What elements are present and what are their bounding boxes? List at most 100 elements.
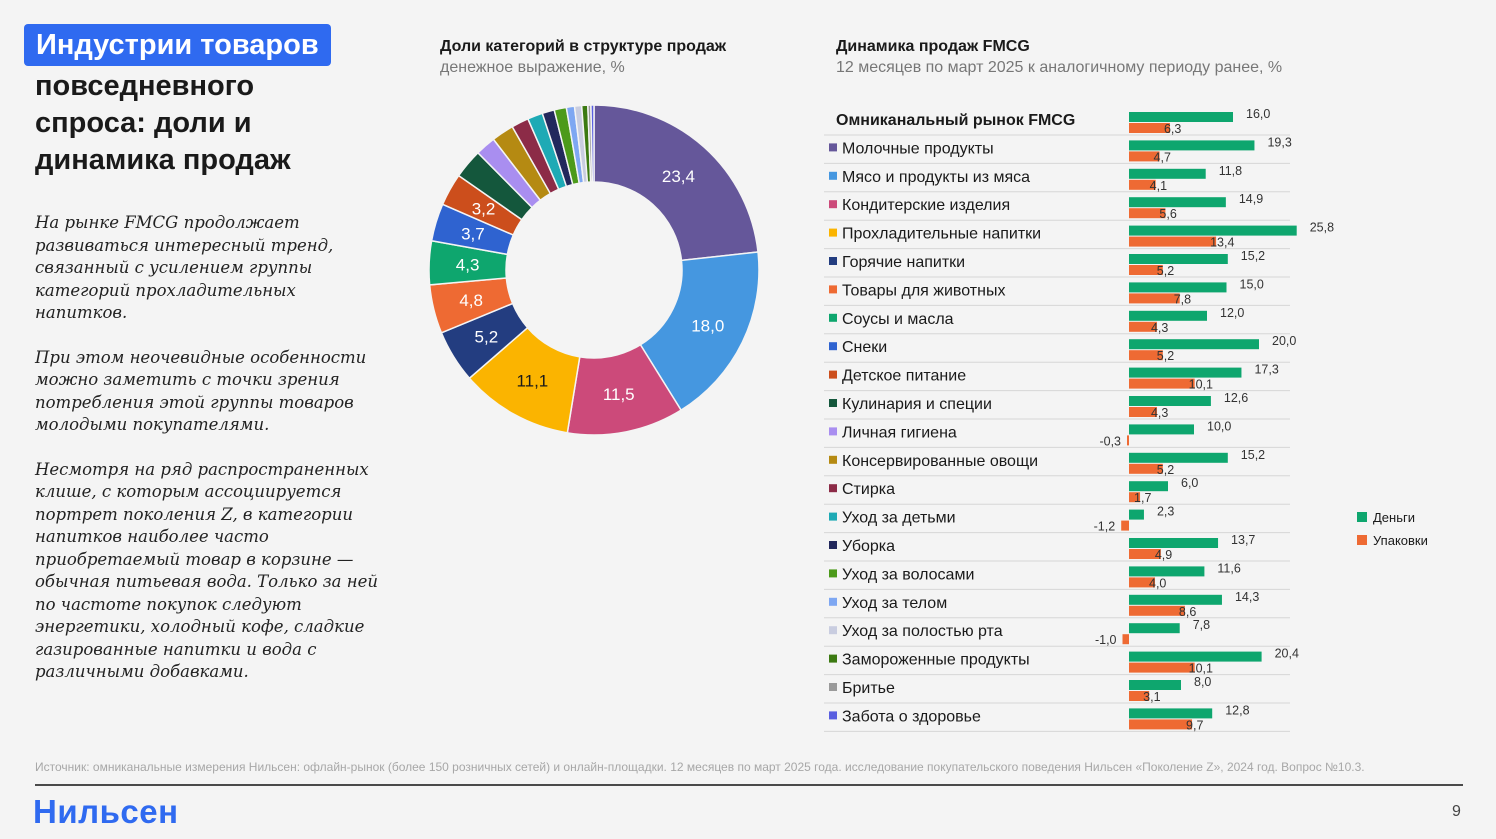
bar-packs — [1129, 605, 1185, 616]
category-label: Забота о здоровье — [842, 708, 981, 725]
bar-packs-label: 3,1 — [1143, 690, 1160, 704]
bar-packs — [1129, 577, 1155, 588]
bar-money — [1129, 140, 1255, 151]
category-label: Консервированные овощи — [842, 453, 1038, 470]
bar-packs — [1129, 151, 1160, 162]
bar-packs — [1129, 463, 1163, 474]
bar-packs — [1121, 520, 1129, 531]
bar-packs — [1129, 123, 1170, 133]
category-marker — [829, 313, 837, 322]
category-marker — [829, 228, 837, 237]
bar-money — [1129, 623, 1180, 634]
category-marker — [829, 569, 837, 578]
category-marker — [829, 484, 837, 493]
category-label: Уход за волосами — [842, 566, 974, 583]
bar-money — [1129, 367, 1242, 378]
donut-slice — [593, 104, 759, 262]
body-paragraph: На рынке FMCG продолжает развиваться инт… — [35, 213, 334, 322]
donut-slice-label: 4,3 — [456, 255, 480, 274]
donut-slice — [639, 251, 760, 412]
bar-packs-label: 5,2 — [1157, 264, 1174, 278]
category-marker — [829, 512, 837, 521]
body-paragraph: Несмотря на ряд распространенных клише, … — [35, 459, 378, 682]
category-marker — [829, 200, 837, 209]
bar-packs-label: 4,3 — [1151, 406, 1168, 420]
bar-money-label: 17,3 — [1254, 363, 1278, 377]
bar-money — [1129, 339, 1259, 350]
bar-packs-label: -0,3 — [1099, 434, 1121, 448]
body-paragraph: При этом неочевидные особенности можно з… — [35, 347, 367, 435]
bar-packs-label: 4,7 — [1154, 150, 1171, 164]
bar-money — [1129, 197, 1226, 208]
source-note: Источник: омниканальные измерения Нильсе… — [35, 760, 1365, 774]
bar-packs — [1129, 719, 1193, 730]
bar-money — [1129, 509, 1144, 520]
donut-slice-label: 23,4 — [662, 167, 695, 186]
bar-packs — [1129, 236, 1217, 247]
bar-money-label: 10,0 — [1207, 419, 1231, 433]
category-label: Прохладительные напитки — [842, 226, 1041, 243]
bar-packs — [1129, 208, 1166, 219]
legend-swatch — [1357, 512, 1367, 522]
bar-money-label: 14,9 — [1239, 192, 1263, 206]
bar-packs — [1129, 321, 1157, 332]
category-marker — [829, 626, 837, 635]
bar-money-label: 11,6 — [1217, 561, 1240, 575]
category-label: Уход за детьми — [842, 510, 956, 527]
body-text: На рынке FMCG продолжает развиваться инт… — [35, 212, 385, 706]
bar-money — [1129, 594, 1222, 605]
bar-money-label: 6,0 — [1181, 476, 1198, 490]
bar-packs-label: 1,7 — [1134, 491, 1151, 505]
bar-packs — [1122, 634, 1129, 645]
bar-money-label: 25,8 — [1310, 221, 1334, 235]
category-label: Бритье — [842, 680, 895, 697]
bar-chart-header: Динамика продаж FMCG 12 месяцев по март … — [836, 37, 1282, 79]
bar-money — [1129, 254, 1228, 264]
donut-chart-title: Доли категорий в структуре продаж — [440, 38, 727, 55]
nielsen-logo: Нильсен — [33, 793, 179, 830]
bar-money-label: 7,8 — [1193, 618, 1210, 632]
bar-packs-label: 10,1 — [1189, 378, 1213, 392]
category-label: Детское питание — [842, 368, 966, 385]
bar-packs-label: 4,1 — [1150, 179, 1167, 193]
bar-packs-label: 6,3 — [1164, 122, 1181, 136]
bar-money — [1129, 680, 1181, 690]
bar-money — [1129, 452, 1228, 463]
page-title-rest: повседневного спроса: доли и динамика пр… — [35, 70, 291, 176]
bar-packs — [1129, 691, 1150, 701]
bar-money-label: 20,0 — [1272, 334, 1296, 348]
bar-money — [1129, 651, 1262, 662]
category-label: Уход за полостью рта — [842, 623, 1003, 640]
category-label: Соусы и масла — [842, 311, 954, 328]
donut-slice-label: 3,7 — [461, 224, 485, 243]
category-marker — [829, 654, 837, 663]
bar-packs — [1129, 662, 1195, 673]
bar-packs — [1129, 179, 1156, 190]
bar-money — [1129, 424, 1194, 435]
category-marker — [829, 427, 837, 436]
category-label: Кулинария и специи — [842, 396, 992, 413]
bar-money — [1129, 310, 1207, 321]
bar-money-label: 12,0 — [1220, 306, 1244, 320]
category-label: Снеки — [842, 339, 887, 356]
bar-money — [1129, 566, 1205, 577]
category-marker — [829, 455, 837, 464]
bar-packs — [1129, 549, 1161, 559]
legend-label: Упаковки — [1373, 533, 1428, 548]
category-marker — [829, 370, 837, 379]
bar-packs-label: 7,8 — [1174, 292, 1191, 306]
category-marker — [829, 257, 837, 265]
donut-chart-header: Доли категорий в структуре продаж денежн… — [440, 37, 726, 79]
category-label: Омниканальный рынок FMCG — [836, 112, 1075, 129]
bar-packs-label: 4,9 — [1155, 548, 1172, 562]
category-marker — [829, 342, 837, 351]
bar-packs-label: -1,0 — [1095, 633, 1117, 647]
page-number: 9 — [1452, 803, 1461, 820]
bar-money-label: 16,0 — [1246, 107, 1270, 121]
category-label: Уборка — [842, 538, 895, 555]
bar-money-label: 19,3 — [1267, 135, 1291, 149]
bar-money-label: 20,4 — [1275, 647, 1299, 661]
bar-packs-label: -1,2 — [1094, 520, 1116, 534]
bar-money-label: 15,0 — [1240, 277, 1264, 291]
